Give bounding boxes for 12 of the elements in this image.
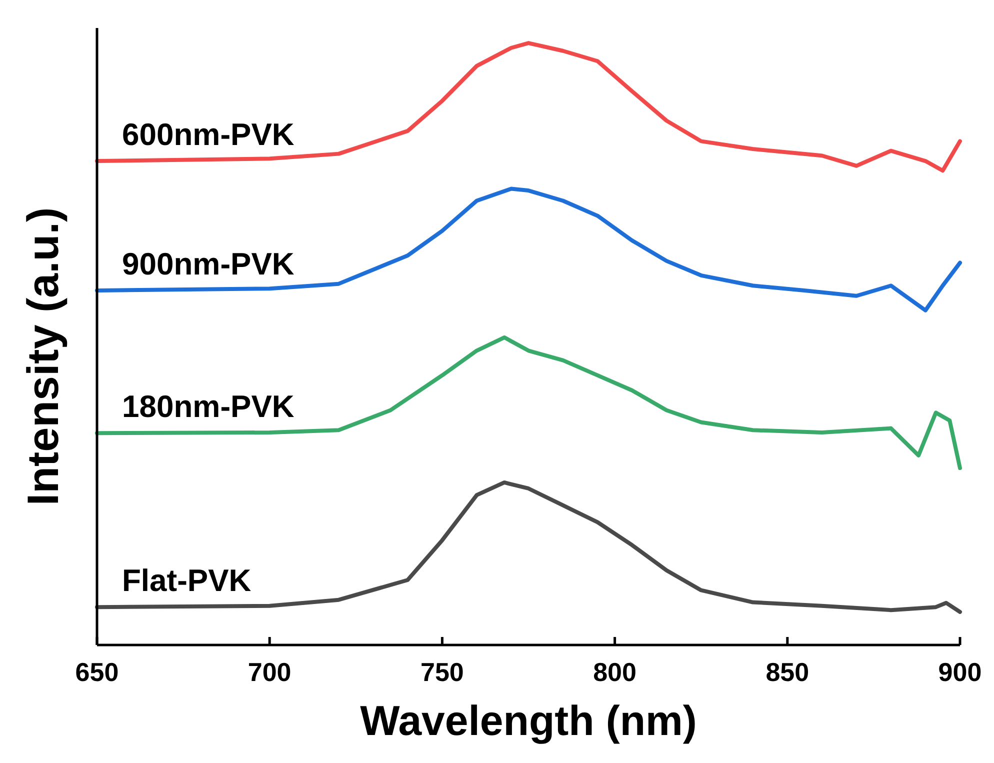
series-label: 600nm-PVK: [122, 117, 295, 152]
x-axis-title: Wavelength (nm): [360, 697, 697, 744]
x-tick-label: 800: [593, 657, 636, 687]
series-label: Flat-PVK: [122, 563, 252, 598]
x-tick-label: 850: [766, 657, 810, 687]
x-tick-label: 650: [75, 657, 119, 687]
x-tick-label: 700: [248, 657, 292, 687]
series-label: 180nm-PVK: [122, 389, 295, 424]
x-tick-label: 900: [938, 657, 982, 687]
x-tick-label: 750: [420, 657, 464, 687]
y-axis-title: Intensity (a.u.): [19, 207, 68, 506]
series-label: 900nm-PVK: [122, 246, 295, 282]
